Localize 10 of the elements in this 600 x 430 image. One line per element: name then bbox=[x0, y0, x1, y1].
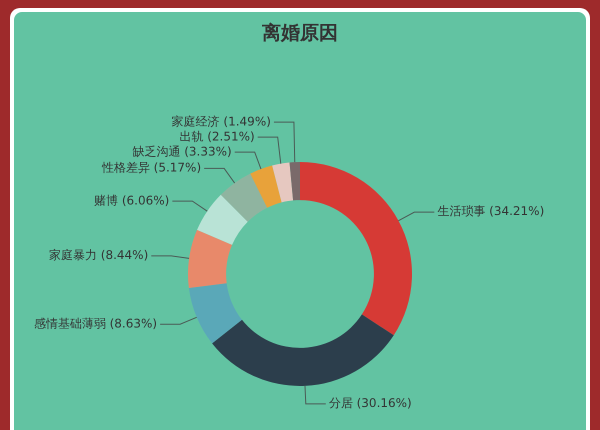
slice-label: 缺乏沟通 (3.33%) bbox=[132, 144, 232, 158]
chart-title: 离婚原因 bbox=[261, 21, 339, 46]
slice-label: 分居 (30.16%) bbox=[328, 396, 412, 410]
slice-label: 赌博 (6.06%) bbox=[94, 193, 170, 208]
slice-label: 生活琐事 (34.21%) bbox=[437, 204, 544, 218]
slice-label: 家庭经济 (1.49%) bbox=[172, 114, 271, 128]
slice-label: 性格差异 (5.17%) bbox=[100, 160, 202, 175]
slice-label: 出轨 (2.51%) bbox=[179, 129, 255, 144]
slice-label: 家庭暴力 (8.44%) bbox=[48, 248, 148, 262]
slice-label: 感情基础薄弱 (8.63%) bbox=[34, 316, 158, 330]
